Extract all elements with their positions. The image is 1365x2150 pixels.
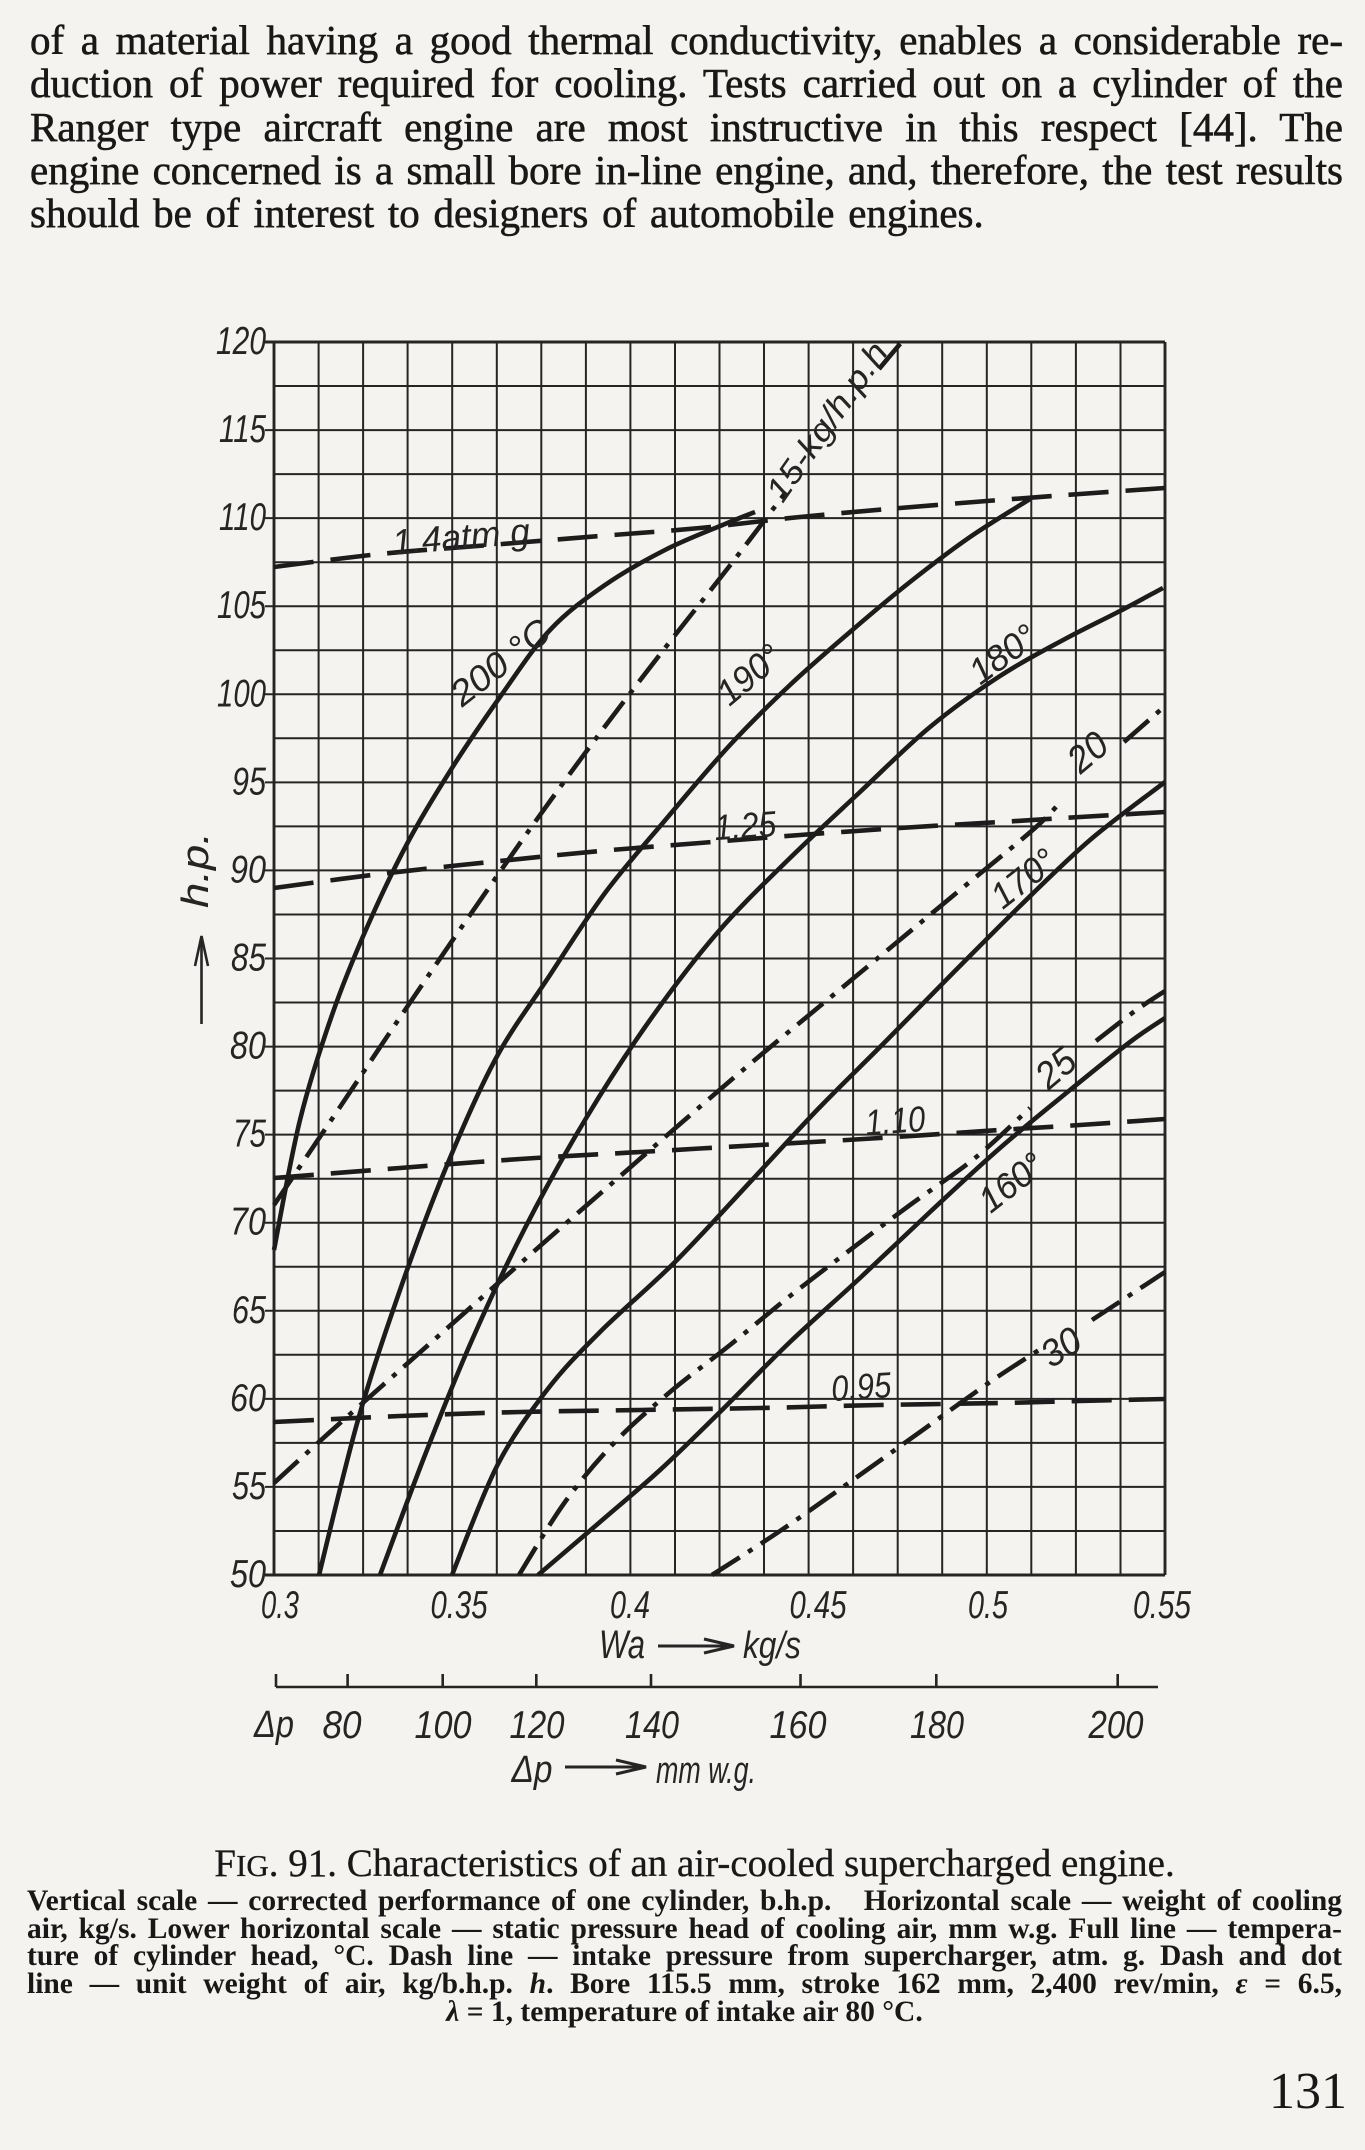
svg-text:60: 60	[230, 1377, 266, 1420]
svg-text:115: 115	[219, 408, 266, 451]
svg-text:Δp: Δp	[511, 1749, 553, 1791]
svg-text:20: 20	[1059, 724, 1117, 782]
svg-text:0.5: 0.5	[968, 1584, 1008, 1627]
svg-text:160: 160	[770, 1704, 827, 1747]
svg-text:0.35: 0.35	[431, 1584, 488, 1627]
svg-text:1.10: 1.10	[864, 1098, 927, 1143]
svg-text:mm w.g.: mm w.g.	[656, 1750, 756, 1792]
svg-text:140: 140	[625, 1704, 679, 1747]
svg-text:160°: 160°	[970, 1144, 1052, 1221]
svg-text:0.95: 0.95	[830, 1364, 894, 1409]
svg-text:65: 65	[232, 1289, 266, 1332]
svg-text:0.55: 0.55	[1133, 1584, 1191, 1627]
svg-text:0.3: 0.3	[261, 1584, 299, 1627]
svg-text:80: 80	[323, 1704, 362, 1747]
svg-text:0.4: 0.4	[610, 1584, 650, 1627]
svg-text:kg/s: kg/s	[743, 1625, 801, 1667]
svg-text:105: 105	[217, 584, 266, 627]
svg-text:120: 120	[510, 1704, 565, 1747]
svg-text:85: 85	[231, 937, 266, 980]
svg-text:Δp: Δp	[253, 1704, 294, 1746]
svg-text:30: 30	[1033, 1319, 1089, 1376]
svg-text:50: 50	[230, 1553, 266, 1596]
svg-text:120: 120	[216, 320, 266, 363]
svg-text:110: 110	[219, 496, 266, 539]
svg-text:200: 200	[1088, 1704, 1144, 1747]
svg-text:15-kg/h.p.h: 15-kg/h.p.h	[758, 335, 895, 509]
svg-text:95: 95	[232, 760, 266, 803]
svg-text:55: 55	[232, 1465, 266, 1508]
svg-text:100: 100	[415, 1704, 472, 1747]
svg-text:100: 100	[217, 672, 266, 715]
svg-text:75: 75	[233, 1113, 266, 1156]
svg-text:1.25: 1.25	[713, 803, 779, 848]
svg-text:80: 80	[230, 1025, 266, 1068]
svg-text:180: 180	[910, 1704, 964, 1747]
svg-text:h.p.: h.p.	[175, 832, 217, 908]
svg-text:90: 90	[230, 848, 266, 891]
svg-text:Wa: Wa	[599, 1623, 645, 1667]
svg-text:70: 70	[230, 1201, 266, 1244]
svg-text:0.45: 0.45	[790, 1584, 847, 1627]
